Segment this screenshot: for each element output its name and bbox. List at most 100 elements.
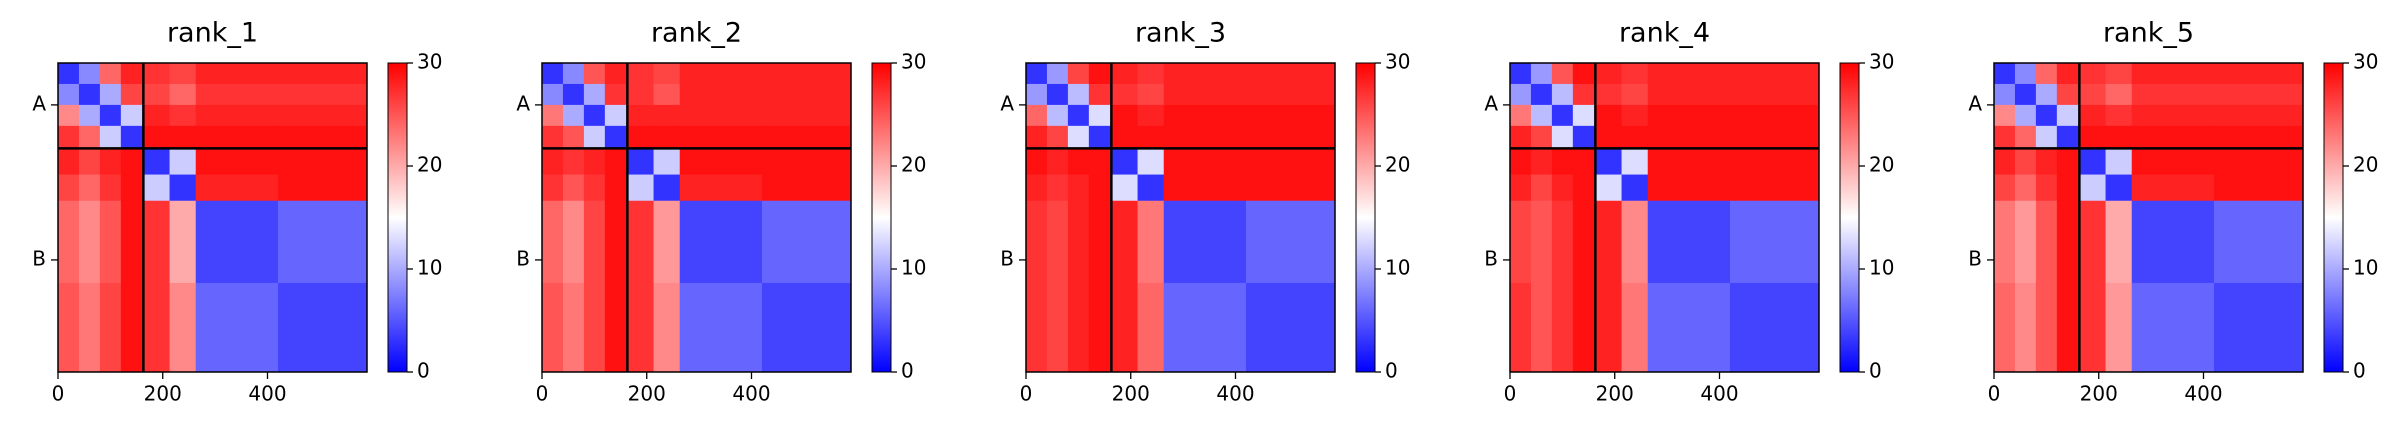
heatmap-cell [1245,200,1336,284]
heatmap-cell [1621,63,1649,85]
heatmap-cell [1994,148,2016,176]
heatmap-cell [2079,63,2107,85]
heatmap-cell [2213,200,2304,284]
heatmap-cell [542,83,564,106]
heatmap-cell [1994,282,2016,373]
heatmap-cell [195,104,279,127]
heatmap-cell [1551,200,1574,284]
heatmap-cell [761,174,852,202]
heatmap-cell [2014,200,2037,284]
heatmap-cell [1111,83,1139,106]
heatmap-cell [1088,200,1112,284]
heatmap-cell [1595,104,1623,127]
heatmap-cell [2035,83,2058,106]
heatmap-cell [1621,148,1649,176]
heatmap-cell [1067,148,1090,176]
heatmap-cell [1137,174,1165,202]
heatmap-cell [99,63,122,85]
heatmap-cell [1067,174,1090,202]
heatmap-cell [583,125,606,149]
heatmap-cell [1551,83,1574,106]
heatmap-cell [583,83,606,106]
heatmap-cell [58,282,80,373]
heatmap-cell [143,148,171,176]
heatmap-cell [277,148,368,176]
heatmap-cell [1088,282,1112,373]
heatmap-cell [1510,83,1532,106]
heatmap-cell [1067,282,1090,373]
plot-frame [541,62,852,373]
heatmap-cell [2014,174,2037,202]
colorbar-tick-label: 0 [2353,359,2366,383]
heatmap-cell [1647,174,1731,202]
colorbar-tick-label: 20 [1869,153,1894,177]
heatmap-cell [1729,282,1820,373]
heatmap-cell [1067,104,1090,127]
heatmap-cell [143,63,171,85]
heatmap-cell [1111,200,1139,284]
x-tick-label: 400 [1216,382,1254,406]
heatmap-cell [1729,63,1820,85]
heatmap-cell [169,282,197,373]
heatmap-cell [2213,282,2304,373]
heatmap-cell [143,125,171,149]
heatmap-cell [169,148,197,176]
heatmap-cell [604,63,628,85]
x-tick-label: 200 [1596,382,1634,406]
heatmap-cell [1729,83,1820,106]
heatmap-cell [2131,282,2215,373]
plot-frame [1993,62,2304,373]
heatmap-cell [1510,63,1532,85]
heatmap-cell [2035,148,2058,176]
heatmap-cell [542,148,564,176]
heatmap-cell [653,125,681,149]
plot-frame [1509,62,1820,373]
heatmap-cell [2079,174,2107,202]
y-tick-label: A [1000,91,1014,115]
heatmap-cell [99,174,122,202]
heatmap-cell [2035,200,2058,284]
heatmap-cell [562,174,585,202]
heatmap-cell [1137,125,1165,149]
heatmap-cell [1595,174,1623,202]
heatmap-cell [2105,125,2133,149]
heatmap-cell [1551,148,1574,176]
colorbar-tick-label: 20 [901,153,926,177]
heatmap-cell [679,125,763,149]
heatmap-cell [277,200,368,284]
heatmap-cell [1530,83,1553,106]
heatmap-cell [58,125,80,149]
heatmap-cell [2131,125,2215,149]
heatmap-cell [1551,174,1574,202]
colorbar-tick-label: 0 [1385,359,1398,383]
heatmap-cell [1046,125,1069,149]
heatmap-cell [1595,282,1623,373]
x-tick-label: 200 [628,382,666,406]
heatmap-cell [277,63,368,85]
x-tick-label: 200 [2080,382,2118,406]
y-tick-label: A [1484,91,1498,115]
heatmap-cell [1530,282,1553,373]
heatmap-cell [542,125,564,149]
chart-title: rank_2 [651,18,742,49]
heatmap-cell [2213,83,2304,106]
heatmap-cell [2131,63,2215,85]
heatmap-cell [562,125,585,149]
heatmap-cell [653,83,681,106]
heatmap-cell [1245,83,1336,106]
heatmap-cell [2131,104,2215,127]
heatmap-cell [277,83,368,106]
heatmap-cell [583,104,606,127]
heatmap-cell [195,63,279,85]
heatmap-cell [1245,174,1336,202]
heatmap-cell [1067,63,1090,85]
heatmap-cell [1163,63,1247,85]
heatmap-cell [562,63,585,85]
heatmap-cell [1046,83,1069,106]
heatmap-cell [1026,83,1048,106]
heatmap-cell [99,148,122,176]
heatmap-cell [1088,125,1112,149]
heatmap-cell [277,104,368,127]
heatmap-cell [1111,282,1139,373]
heatmap-cell [1510,148,1532,176]
